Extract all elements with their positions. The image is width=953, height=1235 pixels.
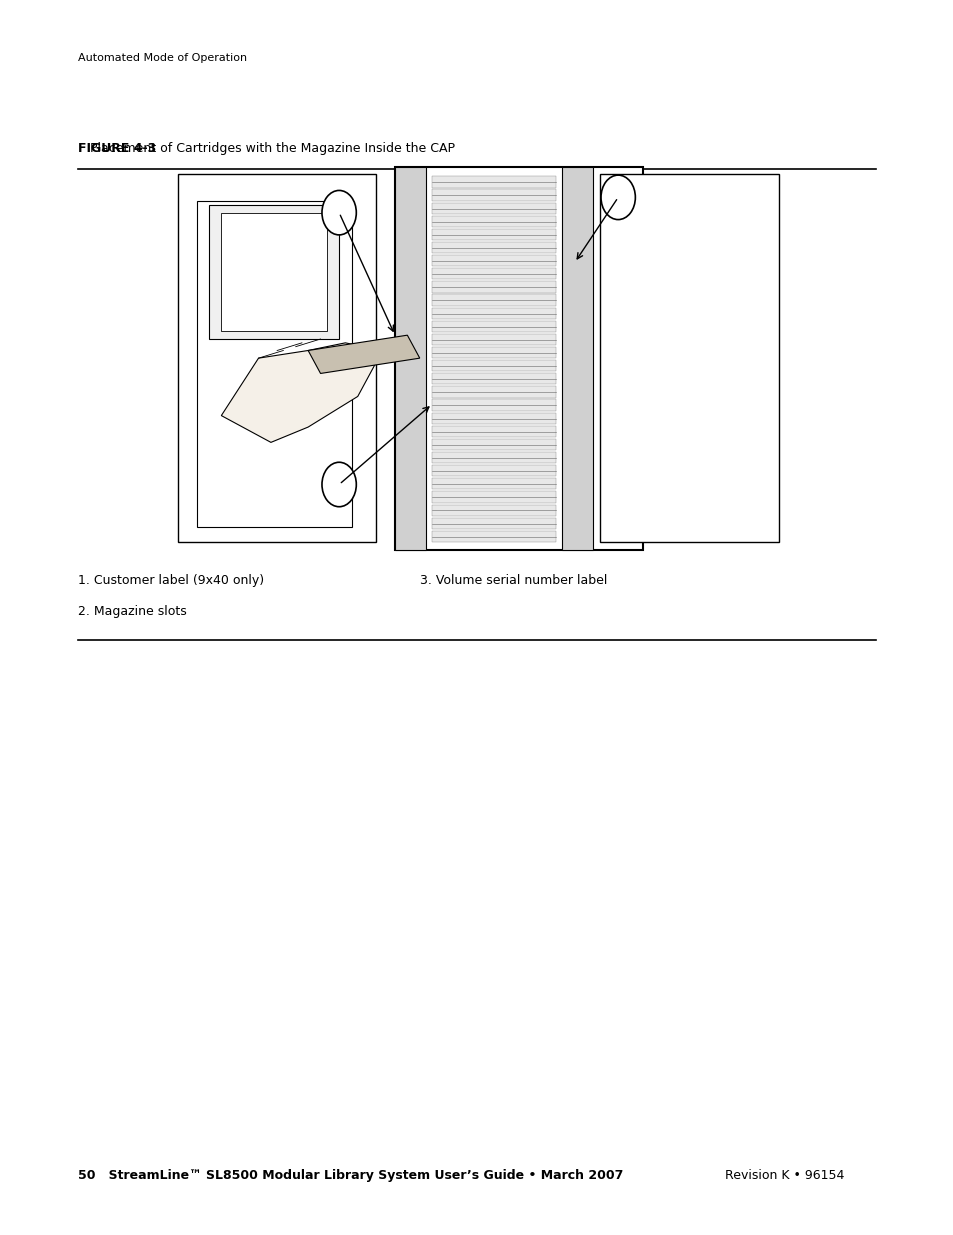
Bar [432,294,556,305]
Bar [432,399,556,411]
Bar [432,268,556,279]
Text: FIGURE 4-3: FIGURE 4-3 [78,142,156,156]
Bar [432,347,556,358]
Bar [598,174,779,542]
Bar [177,174,375,542]
Text: Placement of Cartridges with the Magazine Inside the CAP: Placement of Cartridges with the Magazin… [78,142,455,156]
Text: 50   StreamLine™ SL8500 Modular Library System User’s Guide • March 2007: 50 StreamLine™ SL8500 Modular Library Sy… [78,1170,623,1182]
Bar [561,167,593,550]
Bar [432,452,556,463]
Bar [432,438,556,450]
Circle shape [322,190,356,235]
Bar [432,426,556,437]
Bar [432,189,556,200]
Bar [432,361,556,372]
Bar [196,201,351,526]
Bar [432,517,556,529]
Bar [432,228,556,240]
Text: 1. Customer label (9x40 only): 1. Customer label (9x40 only) [78,574,264,588]
Bar [432,387,556,398]
Bar [432,242,556,253]
Bar [432,282,556,293]
Bar [432,466,556,477]
Text: 3. Volume serial number label: 3. Volume serial number label [419,574,606,588]
Bar [432,492,556,503]
Bar [432,505,556,516]
Text: 2. Magazine slots: 2. Magazine slots [78,605,187,619]
Polygon shape [308,335,419,373]
Circle shape [322,462,356,506]
Bar [395,167,642,550]
Bar [395,167,426,550]
Circle shape [600,175,635,220]
Bar [432,531,556,542]
Polygon shape [221,343,382,442]
Bar [221,212,326,331]
Bar [432,478,556,489]
Bar [432,203,556,214]
Bar [432,308,556,319]
Bar [432,412,556,424]
Text: Automated Mode of Operation: Automated Mode of Operation [78,53,247,63]
Text: Revision K • 96154: Revision K • 96154 [724,1170,843,1182]
Bar [432,333,556,345]
Bar [432,321,556,332]
Bar [432,177,556,188]
Bar [432,373,556,384]
Bar [209,205,339,338]
Bar [432,256,556,267]
Bar [432,216,556,227]
